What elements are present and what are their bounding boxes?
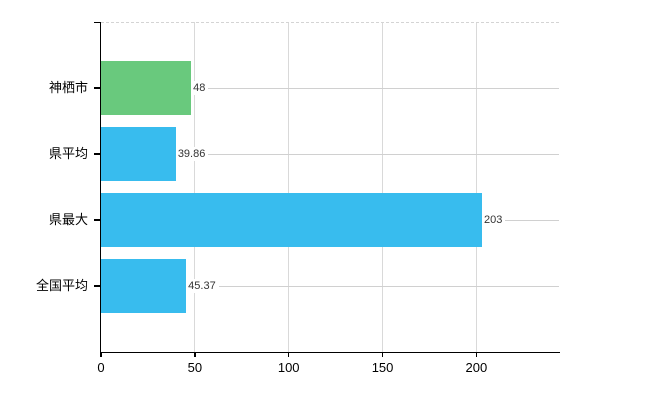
- bar-value-label: 203: [482, 213, 506, 227]
- category-label: 県最大: [48, 212, 88, 227]
- category-tick: [94, 219, 101, 221]
- bar: [101, 193, 483, 247]
- x-axis-line: [99, 351, 560, 353]
- y-axis-top-tick: [94, 21, 101, 23]
- x-tick-label: 50: [187, 360, 203, 375]
- x-tick-label: 0: [97, 360, 105, 375]
- x-tick-label: 200: [465, 360, 488, 375]
- x-tick-label: 150: [371, 360, 394, 375]
- bar: [101, 259, 187, 313]
- x-axis-tick: [194, 352, 196, 357]
- x-axis-tick: [287, 352, 290, 357]
- category-tick: [94, 153, 101, 155]
- bar: [101, 127, 176, 181]
- category-label: 神栖市: [48, 80, 88, 95]
- bar: [101, 61, 192, 115]
- x-axis-tick: [381, 352, 384, 357]
- x-gridline: [194, 22, 196, 352]
- row-gridline: [101, 285, 559, 287]
- x-gridline: [288, 22, 290, 352]
- x-gridline: [382, 22, 384, 352]
- bar-value-label: 39.86: [175, 147, 209, 161]
- bar-value-label: 45.37: [186, 279, 219, 293]
- row-gridline: [101, 87, 559, 89]
- row-gridline: [101, 153, 559, 155]
- category-label: 県平均: [48, 146, 88, 161]
- category-label: 全国平均: [35, 278, 88, 293]
- x-axis-tick: [100, 352, 102, 357]
- y-axis-line: [99, 22, 101, 352]
- bar-value-label: 48: [191, 81, 209, 95]
- x-tick-label: 100: [277, 360, 300, 375]
- plot-top-border: [101, 22, 559, 23]
- category-tick: [94, 87, 101, 89]
- x-gridline: [475, 22, 477, 352]
- category-tick: [94, 285, 101, 287]
- x-axis-tick: [475, 352, 478, 357]
